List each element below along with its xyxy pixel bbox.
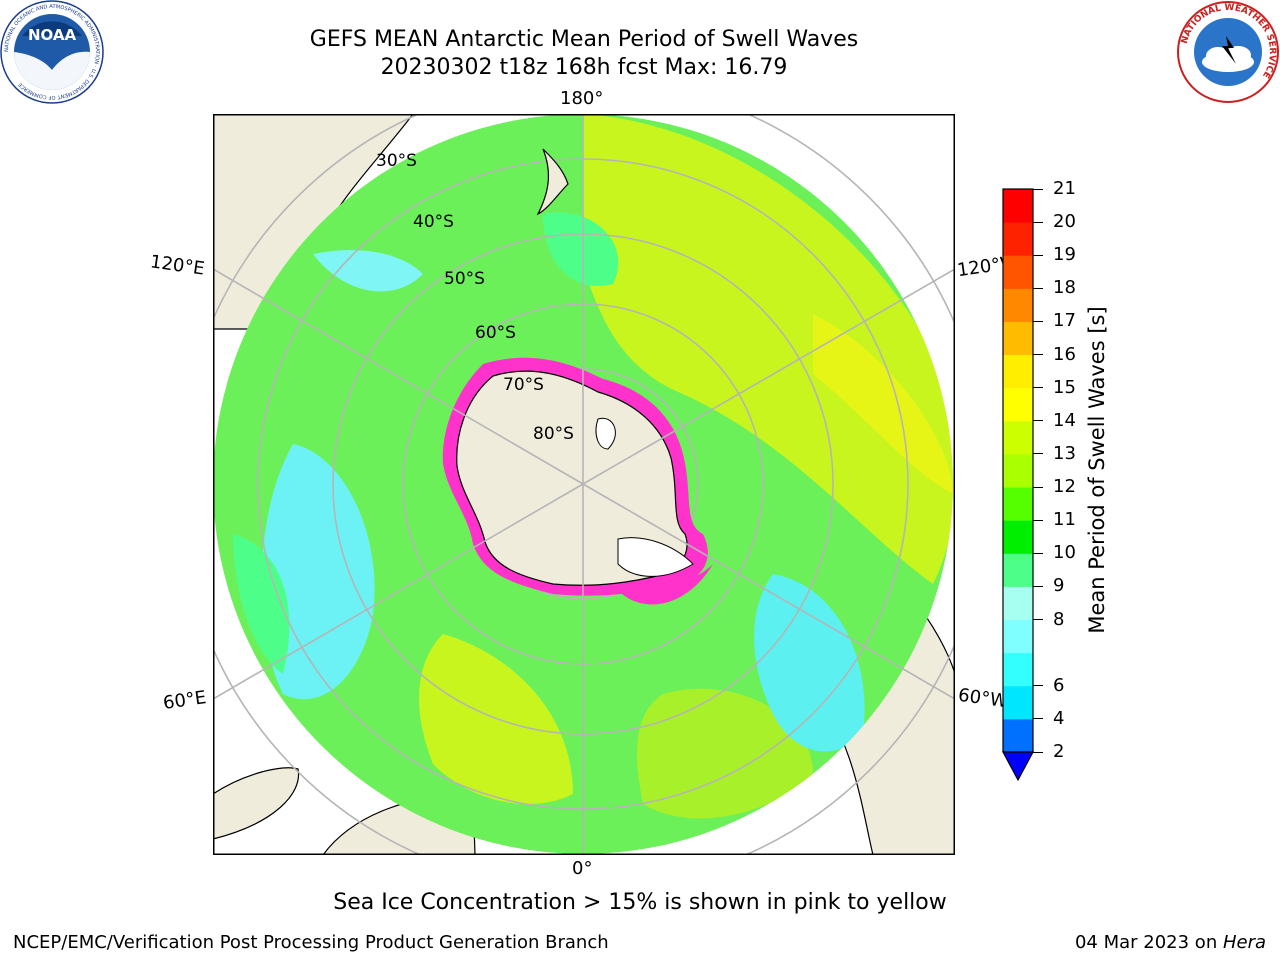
new-zealand-landmass [536, 148, 569, 216]
lat-label-50s: 50°S [444, 269, 485, 289]
colorbar-tick-mark [1033, 718, 1043, 720]
lat-label-70s: 70°S [503, 375, 544, 395]
colorbar-extend-arrow [1001, 751, 1035, 782]
colorbar-tick-label: 17 [1053, 310, 1076, 332]
colorbar-tick-mark [1033, 420, 1043, 422]
colorbar-band [1003, 718, 1033, 753]
colorbar-tick-label: 11 [1053, 509, 1076, 531]
colorbar-band [1003, 420, 1033, 455]
noaa-wordmark: NOAA [28, 26, 77, 44]
colorbar-tick-mark [1033, 387, 1043, 389]
colorbar-tick-mark [1033, 619, 1043, 621]
colorbar-band [1003, 586, 1033, 621]
lon-label-60e: 60°E [161, 687, 208, 714]
colorbar-tick-mark [1033, 552, 1043, 554]
colorbar-tick-mark [1033, 188, 1043, 190]
colorbar-band [1003, 487, 1033, 521]
lat-label-60s: 60°S [475, 323, 516, 343]
footer-date: 04 Mar 2023 on Hera [1075, 932, 1266, 953]
colorbar-band [1003, 553, 1033, 587]
lat-label-30s: 30°S [376, 151, 417, 171]
page-subtitle: 20230302 t18z 168h fcst Max: 16.79 [380, 55, 788, 80]
weddell-sea-ice [613, 564, 713, 605]
colorbar-tick-label: 21 [1053, 178, 1076, 199]
colorbar-band [1003, 520, 1033, 554]
colorbar-band [1003, 189, 1033, 223]
colorbar-tick-mark [1033, 453, 1043, 455]
colorbar-tick-label: 12 [1053, 476, 1076, 498]
polar-map [213, 114, 955, 855]
colorbar-outline [1002, 188, 1034, 753]
colorbar-tick-label: 13 [1053, 442, 1076, 464]
lat-label-80s: 80°S [533, 424, 574, 444]
colorbar-title: Mean Period of Swell Waves [s] [1085, 306, 1109, 634]
colorbar-tick-label: 8 [1053, 608, 1065, 630]
colorbar-tick-mark [1033, 519, 1043, 521]
footer-credit: NCEP/EMC/Verification Post Processing Pr… [13, 932, 609, 953]
colorbar-tick-label: 2 [1053, 741, 1065, 762]
colorbar-tick-mark [1033, 354, 1043, 356]
noaa-logo: NATIONAL OCEANIC AND ATMOSPHERIC ADMINIS… [0, 0, 104, 104]
colorbar-tick-mark [1033, 685, 1043, 687]
colorbar-tick-label: 16 [1053, 343, 1076, 365]
lat-label-40s: 40°S [413, 212, 454, 232]
colorbar-tick-mark [1033, 254, 1043, 256]
ross-ice-shelf [595, 417, 616, 450]
colorbar-tick-mark [1033, 287, 1043, 289]
colorbar-tick-label: 4 [1053, 707, 1065, 729]
colorbar-tick-label: 19 [1053, 244, 1076, 266]
sea-ice-caption: Sea Ice Concentration > 15% is shown in … [333, 890, 947, 915]
lon-label-0: 0° [572, 858, 593, 879]
colorbar-tick-label: 20 [1053, 211, 1076, 233]
colorbar-tick-mark [1033, 751, 1043, 753]
colorbar-tick-mark [1033, 486, 1043, 488]
nws-logo: NATIONAL WEATHER SERVICE [1177, 1, 1279, 103]
lon-label-180: 180° [560, 88, 604, 109]
colorbar-tick-label: 6 [1053, 674, 1065, 696]
colorbar-band [1003, 354, 1033, 389]
colorbar-tick-label: 15 [1053, 376, 1076, 398]
colorbar-band [1003, 255, 1033, 289]
page-title: GEFS MEAN Antarctic Mean Period of Swell… [309, 27, 859, 52]
footer-date-text: 04 Mar 2023 on [1074, 932, 1223, 953]
colorbar-tick-label: 10 [1053, 542, 1076, 564]
colorbar [1001, 188, 1035, 782]
colorbar-band [1003, 685, 1033, 720]
colorbar-band [1003, 652, 1033, 687]
footer-host: Hera [1222, 932, 1266, 953]
colorbar-tick-label: 18 [1053, 277, 1076, 299]
colorbar-band [1003, 619, 1033, 654]
colorbar-band [1003, 387, 1033, 422]
colorbar-tick-label: 14 [1053, 409, 1076, 431]
colorbar-tick-mark [1033, 221, 1043, 223]
colorbar-tick-mark [1033, 320, 1043, 322]
ronne-ice-shelf [617, 537, 694, 577]
meridian-lines [213, 114, 955, 855]
colorbar-band [1003, 288, 1033, 322]
colorbar-band [1003, 453, 1033, 488]
colorbar-tick-mark [1033, 585, 1043, 587]
colorbar-band [1003, 222, 1033, 256]
colorbar-band [1003, 321, 1033, 356]
lon-label-120e: 120°E [148, 251, 206, 280]
colorbar-tick-label: 9 [1053, 575, 1065, 597]
